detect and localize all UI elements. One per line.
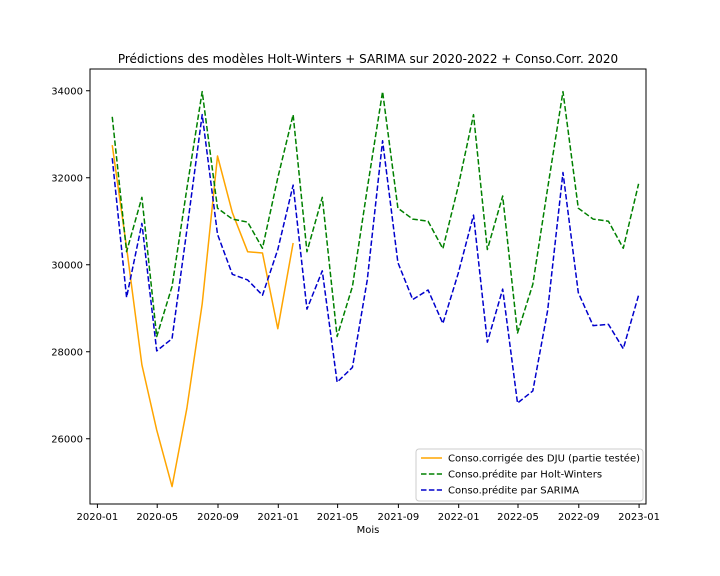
series-line-3 — [111, 113, 640, 404]
series-line-2 — [111, 90, 640, 338]
legend-box — [415, 448, 644, 502]
x-tick-label: 2020-05 — [136, 512, 178, 523]
x-tick-label: 2020-09 — [197, 512, 239, 523]
series-lines — [111, 90, 640, 488]
legend-label-3: Conso.prédite par SARIMA — [448, 485, 579, 497]
legend-label-1: Conso.corrigée des DJU (partie testée) — [448, 453, 640, 465]
x-axis-label: Mois — [357, 525, 380, 536]
y-tick-label: 30000 — [51, 260, 83, 271]
x-tick-label: 2023-01 — [618, 512, 660, 523]
axis-ticks: 2020-01 2020-05 2020-09 2021-01 2021-05 2021-… — [51, 86, 660, 523]
legend-label-2: Conso.prédite par Holt-Winters — [448, 469, 602, 481]
series-line-1 — [111, 145, 294, 488]
chart-title: Prédictions des modèles Holt-Winters + S… — [118, 52, 618, 66]
x-tick-label: 2022-05 — [497, 512, 539, 523]
plot-frame — [89, 68, 647, 505]
y-tick-label: 28000 — [51, 347, 83, 358]
x-tick-label: 2021-05 — [317, 512, 359, 523]
x-tick-label: 2022-01 — [438, 512, 480, 523]
x-tick-label: 2021-09 — [377, 512, 419, 523]
legend: Conso.corrigée des DJU (partie testée) Co… — [415, 448, 644, 502]
x-tick-label: 2022-09 — [558, 512, 600, 523]
x-tick-label: 2021-01 — [257, 512, 299, 523]
y-tick-label: 32000 — [51, 173, 83, 184]
y-tick-label: 34000 — [51, 86, 83, 97]
y-tick-label: 26000 — [51, 434, 83, 445]
x-tick-label: 2020-01 — [77, 512, 119, 523]
